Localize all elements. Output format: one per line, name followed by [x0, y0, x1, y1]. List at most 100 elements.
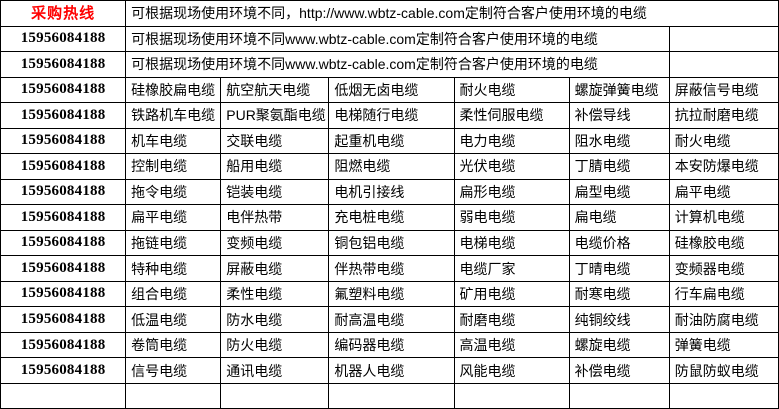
- product-cell[interactable]: 氟塑料电缆: [328, 280, 455, 308]
- product-cell[interactable]: 阻水电缆: [568, 127, 670, 155]
- product-cell[interactable]: 计算机电缆: [668, 204, 779, 231]
- product-cell[interactable]: 通讯电缆: [220, 357, 330, 384]
- product-cell[interactable]: 抗拉耐磨电缆: [668, 102, 779, 129]
- table-row: 15956084188 信号电缆 通讯电缆 机器人电缆 风能电缆 补偿电缆 防鼠…: [0, 357, 779, 384]
- product-cell[interactable]: 螺旋弹簧电缆: [568, 76, 670, 104]
- phone-number: 15956084188: [0, 331, 127, 359]
- product-cell[interactable]: 硅橡胶扁电缆: [125, 76, 222, 104]
- product-cell[interactable]: 柔性伺服电缆: [453, 102, 570, 129]
- phone-number: 15956084188: [0, 178, 127, 206]
- product-cell[interactable]: 行车扁电缆: [668, 280, 779, 308]
- product-cell[interactable]: 阻燃电缆: [328, 153, 455, 180]
- product-cell[interactable]: 拖链电缆: [125, 229, 222, 257]
- product-cell[interactable]: 扁形电缆: [453, 178, 570, 206]
- empty-cell: [328, 383, 455, 409]
- product-cell[interactable]: 铁路机车电缆: [125, 102, 222, 129]
- empty-cell: [220, 383, 330, 409]
- product-cell[interactable]: PUR聚氨酯电缆: [220, 102, 330, 129]
- product-cell[interactable]: 铠装电缆: [220, 178, 330, 206]
- product-cell[interactable]: 伴热带电缆: [328, 255, 455, 282]
- table-row: 15956084188 组合电缆 柔性电缆 氟塑料电缆 矿用电缆 耐寒电缆 行车…: [0, 280, 779, 308]
- notice-banner-2: 可根据现场使用环境不同www.wbtz-cable.com定制符合客户使用环境的…: [125, 25, 670, 53]
- product-cell[interactable]: 电梯随行电缆: [328, 102, 455, 129]
- product-cell[interactable]: 扁平电缆: [668, 178, 779, 206]
- phone-number: 15956084188: [0, 280, 127, 308]
- product-cell[interactable]: 本安防爆电缆: [668, 153, 779, 180]
- table-row-notice-3: 15956084188 可根据现场使用环境不同www.wbtz-cable.co…: [0, 51, 779, 78]
- product-cell[interactable]: 机车电缆: [125, 127, 222, 155]
- product-cell[interactable]: 耐火电缆: [668, 127, 779, 155]
- product-cell[interactable]: 扁平电缆: [125, 204, 222, 231]
- product-cell[interactable]: 航空航天电缆: [220, 76, 330, 104]
- product-cell[interactable]: 信号电缆: [125, 357, 222, 384]
- product-cell[interactable]: 防水电缆: [220, 306, 330, 333]
- product-cell[interactable]: 补偿导线: [568, 102, 670, 129]
- product-cell[interactable]: 纯铜绞线: [568, 306, 670, 333]
- product-cell[interactable]: 扁型电缆: [568, 178, 670, 206]
- table-row: 15956084188 机车电缆 交联电缆 起重机电缆 电力电缆 阻水电缆 耐火…: [0, 127, 779, 155]
- product-cell[interactable]: 耐油防腐电缆: [668, 306, 779, 333]
- product-cell[interactable]: 交联电缆: [220, 127, 330, 155]
- product-cell[interactable]: 电梯电缆: [453, 229, 570, 257]
- product-cell[interactable]: 船用电缆: [220, 153, 330, 180]
- product-cell[interactable]: 组合电缆: [125, 280, 222, 308]
- product-cell[interactable]: 拖令电缆: [125, 178, 222, 206]
- product-cell[interactable]: 防鼠防蚁电缆: [668, 357, 779, 384]
- product-cell[interactable]: 丁腈电缆: [568, 153, 670, 180]
- product-cell[interactable]: 风能电缆: [453, 357, 570, 384]
- phone-number: 15956084188: [0, 229, 127, 257]
- product-cell[interactable]: 硅橡胶电缆: [668, 229, 779, 257]
- product-cell[interactable]: 高温电缆: [453, 331, 570, 359]
- empty-cell: [568, 383, 670, 409]
- product-cell[interactable]: 耐寒电缆: [568, 280, 670, 308]
- product-cell[interactable]: 特种电缆: [125, 255, 222, 282]
- product-cell[interactable]: 充电桩电缆: [328, 204, 455, 231]
- product-cell[interactable]: 控制电缆: [125, 153, 222, 180]
- table-row: 15956084188 拖链电缆 变频电缆 铜包铝电缆 电梯电缆 电缆价格 硅橡…: [0, 229, 779, 257]
- table-row: 15956084188 卷筒电缆 防火电缆 编码器电缆 高温电缆 螺旋电缆 弹簧…: [0, 331, 779, 359]
- product-cell[interactable]: 起重机电缆: [328, 127, 455, 155]
- hotline-label: 采购热线: [0, 0, 127, 27]
- product-cell[interactable]: 弱电电缆: [453, 204, 570, 231]
- product-cell[interactable]: 屏蔽电缆: [220, 255, 330, 282]
- product-cell[interactable]: 电力电缆: [453, 127, 570, 155]
- product-cell[interactable]: 矿用电缆: [453, 280, 570, 308]
- table-row-empty: [0, 383, 779, 409]
- product-cell[interactable]: 屏蔽信号电缆: [668, 76, 779, 104]
- product-cell[interactable]: 补偿电缆: [568, 357, 670, 384]
- product-cell[interactable]: 光伏电缆: [453, 153, 570, 180]
- product-cell[interactable]: 丁晴电缆: [568, 255, 670, 282]
- product-cell[interactable]: 防火电缆: [220, 331, 330, 359]
- product-cell[interactable]: 机器人电缆: [328, 357, 455, 384]
- product-cell[interactable]: 电缆价格: [568, 229, 670, 257]
- table-row-notice-2: 15956084188 可根据现场使用环境不同www.wbtz-cable.co…: [0, 25, 779, 53]
- product-cell[interactable]: 螺旋电缆: [568, 331, 670, 359]
- phone-number: 15956084188: [0, 255, 127, 282]
- product-cell[interactable]: 电机引接线: [328, 178, 455, 206]
- empty-cell: [668, 25, 779, 53]
- product-cell[interactable]: 卷筒电缆: [125, 331, 222, 359]
- table-row: 15956084188 扁平电缆 电伴热带 充电桩电缆 弱电电缆 扁电缆 计算机…: [0, 204, 779, 231]
- product-cell[interactable]: 柔性电缆: [220, 280, 330, 308]
- phone-number: 15956084188: [0, 51, 127, 78]
- product-cell[interactable]: 编码器电缆: [328, 331, 455, 359]
- product-cell[interactable]: 变频器电缆: [668, 255, 779, 282]
- product-cell[interactable]: 耐火电缆: [453, 76, 570, 104]
- product-cell[interactable]: 耐高温电缆: [328, 306, 455, 333]
- product-cell[interactable]: 扁电缆: [568, 204, 670, 231]
- notice-banner-3: 可根据现场使用环境不同www.wbtz-cable.com定制符合客户使用环境的…: [125, 51, 670, 78]
- product-cell[interactable]: 铜包铝电缆: [328, 229, 455, 257]
- phone-number: 15956084188: [0, 127, 127, 155]
- product-cell[interactable]: 电缆厂家: [453, 255, 570, 282]
- table-row: 15956084188 特种电缆 屏蔽电缆 伴热带电缆 电缆厂家 丁晴电缆 变频…: [0, 255, 779, 282]
- product-cell[interactable]: 电伴热带: [220, 204, 330, 231]
- product-cell[interactable]: 低温电缆: [125, 306, 222, 333]
- product-cell[interactable]: 变频电缆: [220, 229, 330, 257]
- product-cell[interactable]: 弹簧电缆: [668, 331, 779, 359]
- table-row: 15956084188 铁路机车电缆 PUR聚氨酯电缆 电梯随行电缆 柔性伺服电…: [0, 102, 779, 129]
- product-cell[interactable]: 耐磨电缆: [453, 306, 570, 333]
- empty-cell: [0, 383, 127, 409]
- product-cell[interactable]: 低烟无卤电缆: [328, 76, 455, 104]
